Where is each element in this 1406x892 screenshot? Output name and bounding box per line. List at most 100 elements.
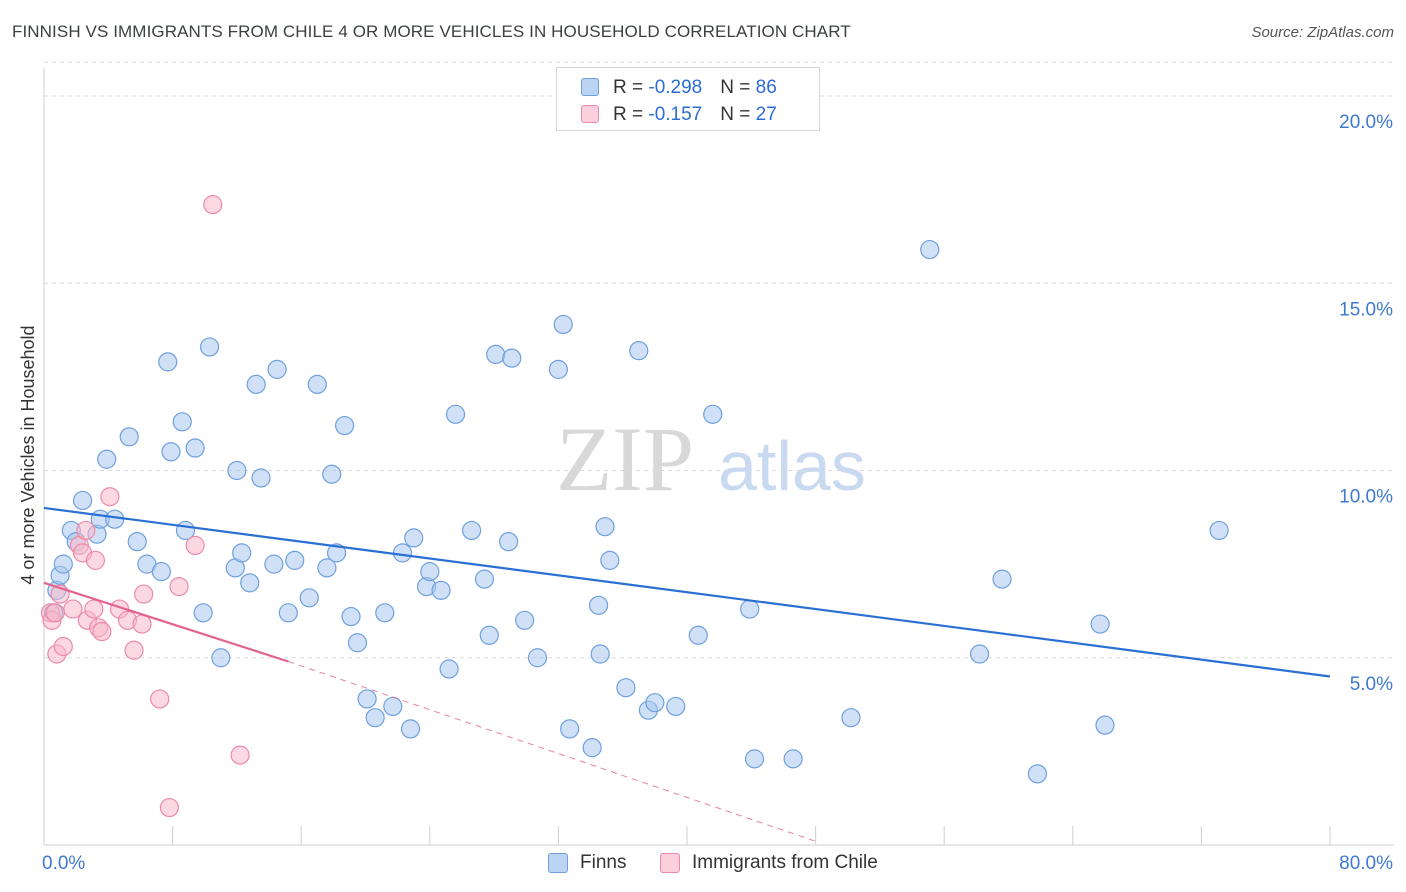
finns-point: [688, 625, 708, 645]
legend-n-value: 27: [755, 104, 777, 125]
y-tick-label: 15.0%: [1339, 299, 1393, 320]
finns-point: [548, 359, 569, 379]
finns-point: [357, 689, 377, 709]
finns-point: [461, 520, 482, 541]
source-credit: Source: ZipAtlas.com: [1251, 24, 1394, 41]
finns-point: [600, 550, 620, 570]
finns-point: [193, 603, 213, 623]
finns-point: [185, 438, 205, 458]
chile-point: [230, 745, 250, 765]
finns-point: [703, 404, 723, 424]
finns-point: [375, 603, 395, 623]
finns-point: [72, 490, 93, 511]
legend-item-chile[interactable]: Immigrants from Chile: [660, 852, 878, 874]
chile-point: [134, 584, 154, 604]
chile-point: [84, 599, 104, 619]
finns-point: [127, 532, 147, 552]
finns-point: [502, 348, 522, 368]
chile-point: [85, 550, 106, 570]
finns-point: [97, 449, 117, 469]
finns-point: [251, 468, 271, 488]
finns-point: [392, 543, 413, 563]
finns-point: [404, 528, 424, 548]
legend-r-value: -0.298: [648, 77, 703, 98]
finns-point: [285, 550, 305, 570]
chile-point: [132, 614, 152, 634]
finns-point: [151, 562, 171, 582]
legend-r-label: R =: [613, 104, 649, 125]
finns-point: [264, 554, 284, 574]
x-tick-label: 80.0%: [1339, 853, 1393, 874]
legend-n-label: N =: [720, 77, 756, 98]
finns-point: [920, 239, 940, 260]
finns-point: [527, 648, 548, 668]
legend-item-finns[interactable]: Finns: [548, 852, 626, 874]
finns-point: [199, 337, 220, 357]
chart-title: FINNISH VS IMMIGRANTS FROM CHILE 4 OR MO…: [12, 22, 851, 41]
data-points: [40, 195, 1229, 818]
finns-legend-label: Finns: [580, 852, 627, 873]
finns-point: [227, 460, 247, 481]
finns-point: [616, 678, 636, 698]
finns-point: [365, 708, 385, 728]
finns-point: [172, 412, 192, 432]
finns-point: [645, 693, 665, 713]
y-tick-label: 5.0%: [1350, 674, 1393, 695]
finns-point: [299, 588, 319, 608]
finns-point: [317, 558, 337, 578]
finns-point: [992, 569, 1012, 589]
finns-trend-line: [43, 506, 1331, 678]
finns-point: [740, 599, 760, 619]
legend-n-value: 86: [755, 77, 777, 98]
chile-point: [159, 797, 179, 818]
finns-point: [969, 644, 990, 664]
watermark-zip: ZIP: [556, 408, 694, 510]
finns-point: [278, 603, 298, 623]
legend-row-finns: R = -0.298 N = 86: [581, 77, 777, 99]
finns-point: [841, 708, 861, 728]
finns-point: [341, 606, 361, 627]
watermark: ZIP atlas: [556, 408, 866, 510]
chile-point: [63, 599, 83, 619]
finns-point: [335, 415, 355, 436]
chile-trend-extension: [288, 661, 816, 842]
finns-point: [498, 532, 519, 552]
finns-point: [383, 696, 403, 717]
y-tick-label: 10.0%: [1339, 487, 1393, 508]
y-axis-label: 4 or more Vehicles in Household: [18, 325, 38, 584]
finns-point: [439, 659, 459, 679]
correlation-legend: R = -0.298 N = 86 R = -0.157 N = 27: [556, 67, 820, 131]
finns-point: [1209, 520, 1229, 541]
x-tick-label: 0.0%: [42, 853, 85, 874]
finns-point: [1090, 614, 1110, 634]
legend-r-label: R =: [613, 77, 649, 98]
finns-legend-swatch: [548, 853, 568, 873]
finns-point: [232, 543, 252, 563]
finns-point: [1027, 764, 1048, 784]
finns-point: [479, 625, 499, 645]
finns-point: [420, 562, 440, 582]
finns-point: [595, 517, 615, 537]
finns-point: [400, 719, 421, 739]
finns-point: [560, 719, 580, 739]
finns-point: [211, 648, 231, 668]
tick-labels: 5.0% 10.0% 15.0% 20.0% 0.0% 80.0%: [42, 112, 1393, 874]
finns-point: [119, 427, 139, 447]
finns-point: [326, 543, 347, 563]
finns-point: [445, 404, 466, 424]
finns-point: [307, 374, 327, 394]
chile-swatch: [581, 105, 599, 123]
finns-point: [588, 595, 609, 615]
legend-n-label: N =: [720, 104, 756, 125]
y-tick-label: 20.0%: [1339, 112, 1393, 133]
finns-swatch: [581, 78, 599, 96]
chile-trend-line: [43, 581, 289, 663]
chile-point: [100, 487, 120, 507]
finns-point: [744, 749, 765, 769]
chile-point: [185, 535, 205, 556]
gridlines: [44, 61, 1394, 659]
chile-legend-label: Immigrants from Chile: [692, 852, 878, 873]
axes: [43, 68, 1394, 846]
series-legend: Finns Immigrants from Chile: [0, 852, 1406, 878]
chile-point: [150, 689, 170, 709]
